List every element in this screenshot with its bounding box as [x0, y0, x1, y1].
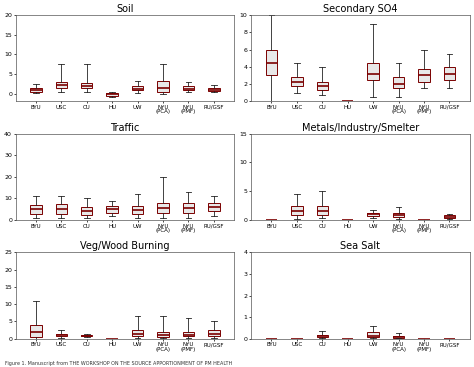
- Title: Veg/Wood Burning: Veg/Wood Burning: [80, 241, 170, 251]
- PathPatch shape: [367, 62, 379, 80]
- PathPatch shape: [107, 93, 118, 95]
- PathPatch shape: [132, 330, 143, 336]
- PathPatch shape: [291, 206, 302, 215]
- PathPatch shape: [30, 205, 42, 214]
- PathPatch shape: [81, 335, 92, 336]
- PathPatch shape: [55, 204, 67, 214]
- PathPatch shape: [183, 203, 194, 212]
- Title: Metals/Industry/Smelter: Metals/Industry/Smelter: [302, 123, 419, 133]
- PathPatch shape: [444, 67, 455, 80]
- PathPatch shape: [419, 219, 430, 220]
- PathPatch shape: [55, 82, 67, 88]
- PathPatch shape: [317, 206, 328, 215]
- PathPatch shape: [419, 69, 430, 83]
- PathPatch shape: [132, 206, 143, 214]
- PathPatch shape: [317, 81, 328, 90]
- PathPatch shape: [132, 87, 143, 90]
- Title: Soil: Soil: [116, 4, 134, 14]
- PathPatch shape: [157, 203, 169, 212]
- PathPatch shape: [157, 332, 169, 337]
- PathPatch shape: [55, 334, 67, 336]
- PathPatch shape: [81, 83, 92, 88]
- Title: Sea Salt: Sea Salt: [340, 241, 381, 251]
- PathPatch shape: [317, 335, 328, 337]
- Text: Figure 1. Manuscript from THE WORKSHOP ON THE SOURCE APPORTIONMENT OF PM HEALTH: Figure 1. Manuscript from THE WORKSHOP O…: [5, 361, 232, 366]
- PathPatch shape: [208, 330, 219, 336]
- PathPatch shape: [81, 207, 92, 215]
- PathPatch shape: [367, 332, 379, 337]
- PathPatch shape: [266, 50, 277, 76]
- PathPatch shape: [183, 332, 194, 336]
- PathPatch shape: [444, 215, 455, 218]
- PathPatch shape: [393, 212, 404, 217]
- PathPatch shape: [208, 88, 219, 91]
- PathPatch shape: [393, 335, 404, 338]
- PathPatch shape: [367, 212, 379, 216]
- PathPatch shape: [30, 88, 42, 92]
- PathPatch shape: [183, 87, 194, 90]
- PathPatch shape: [291, 77, 302, 86]
- PathPatch shape: [157, 81, 169, 92]
- PathPatch shape: [107, 206, 118, 212]
- Title: Traffic: Traffic: [110, 123, 139, 133]
- Title: Secondary SO4: Secondary SO4: [323, 4, 398, 14]
- PathPatch shape: [30, 325, 42, 337]
- PathPatch shape: [208, 203, 219, 211]
- PathPatch shape: [393, 77, 404, 88]
